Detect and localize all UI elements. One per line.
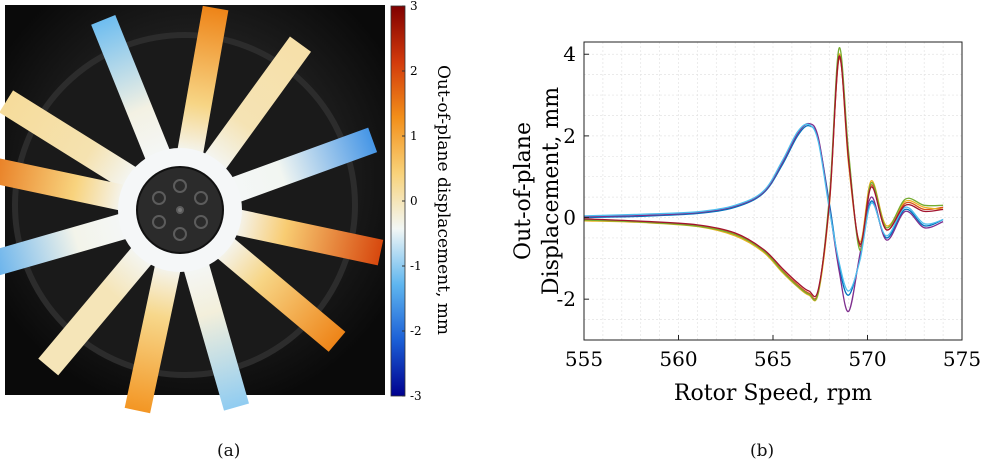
colorbar-tick-label: -3	[410, 389, 422, 403]
rotor-blade	[213, 235, 346, 352]
rotor-blade	[182, 259, 250, 411]
rotor-blade	[124, 261, 182, 414]
rotor-blade	[231, 208, 384, 266]
colorbar-tick-label: 3	[410, 0, 418, 13]
colorbar-tick-label: 2	[410, 64, 418, 78]
chart-grid	[583, 42, 963, 341]
rotor-blade	[176, 5, 229, 159]
rotor-displacement-figure: 3 2 1 0 -1 -2 -3 Out-of-plane displacement, mm	[0, 0, 453, 414]
rotor-blade	[0, 212, 131, 280]
colorbar-tick-label: -2	[410, 324, 422, 338]
colorbar-tick-label: 1	[410, 129, 418, 143]
y-tick-label: -2	[557, 287, 576, 311]
x-tick-label: 575	[943, 347, 981, 371]
y-axis-label-line2: Displacement, mm	[539, 87, 564, 295]
colorbar-tick-label: 0	[410, 194, 418, 208]
x-tick-label: 565	[754, 347, 792, 371]
chart-series	[583, 47, 944, 313]
rotor-blade	[227, 127, 378, 204]
rotor-blades	[0, 5, 384, 414]
rotor-blade	[38, 243, 155, 376]
y-tick-label: 4	[563, 42, 576, 66]
y-tick-label: 0	[563, 206, 576, 230]
x-tick-label: 570	[848, 347, 886, 371]
series-line	[583, 55, 944, 298]
x-tick-label: 560	[659, 347, 697, 371]
rotor-blade	[0, 90, 141, 192]
rotor-blade	[0, 154, 129, 212]
displacement-vs-speed-chart: 555 560 565 570 575 -2 0 2 4 Rotor Speed, rpm Ou…	[511, 41, 982, 406]
x-tick-label: 555	[565, 347, 603, 371]
axis-ticks: 555 560 565 570 575 -2 0 2 4	[557, 42, 982, 371]
hub-bolts	[152, 179, 208, 241]
series-line	[583, 53, 944, 302]
series-line	[583, 47, 944, 301]
colorbar-ticks: 3 2 1 0 -1 -2 -3	[402, 0, 422, 403]
series-line	[583, 123, 944, 292]
colorbar-label: Out-of-plane displacement, mm	[433, 65, 453, 335]
panel-a: 3 2 1 0 -1 -2 -3 Out-of-plane displacement, mm…	[0, 0, 470, 468]
caption-a: (a)	[217, 441, 241, 461]
colorbar-tick-label: -1	[410, 259, 422, 273]
rotor-blade	[201, 36, 312, 174]
rotor-blade	[91, 15, 172, 164]
series-line	[583, 57, 944, 300]
y-tick-label: 2	[563, 124, 576, 148]
y-axis-label-line1: Out-of-plane	[511, 122, 536, 260]
x-axis-label: Rotor Speed, rpm	[674, 381, 872, 406]
caption-b: (b)	[750, 441, 775, 461]
panel-b: 555 560 565 570 575 -2 0 2 4 Rotor Speed, rpm Ou…	[495, 0, 998, 468]
series-line	[583, 125, 944, 296]
